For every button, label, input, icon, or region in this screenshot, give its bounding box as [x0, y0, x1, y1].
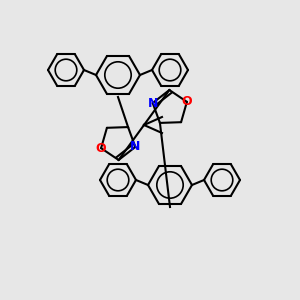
Text: O: O: [96, 142, 106, 155]
Text: N: N: [148, 97, 158, 110]
Text: O: O: [182, 95, 192, 108]
Text: N: N: [130, 140, 140, 154]
